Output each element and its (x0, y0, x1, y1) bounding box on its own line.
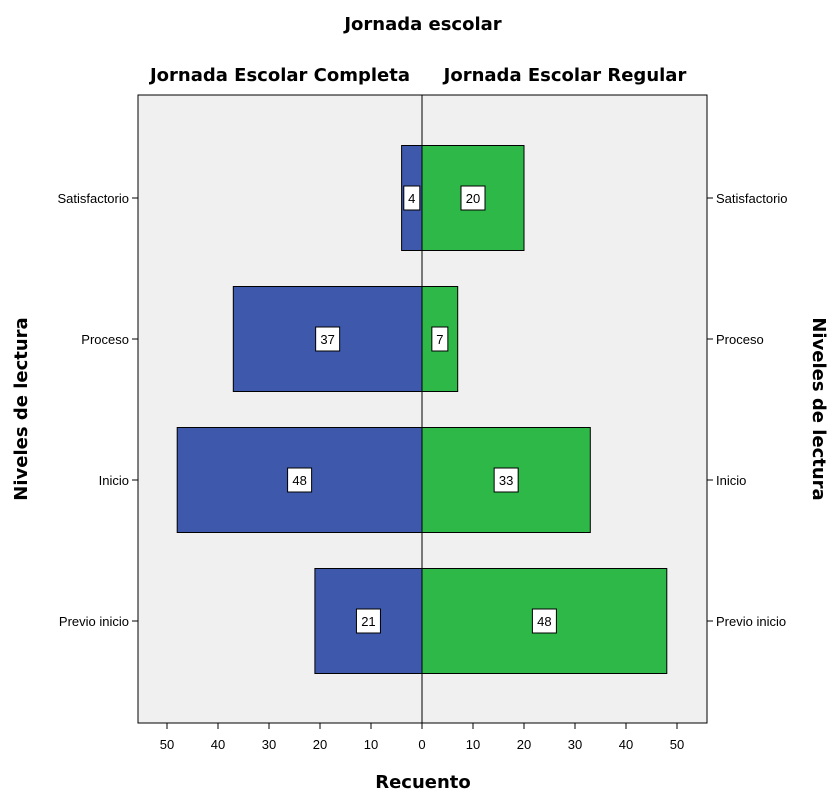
data-label-box (315, 326, 341, 352)
x-axis-label: Recuento (375, 772, 471, 793)
data-label-box (531, 608, 557, 634)
data-label-box (493, 467, 519, 493)
category-labels-right: Satisfactorio Proceso Inicio Previo inicio (707, 191, 788, 629)
data-label-box (355, 608, 381, 634)
y-axis-label-left: Niveles de lectura (11, 317, 32, 500)
chart-title: Jornada escolar (342, 14, 501, 35)
data-label: 21 (361, 614, 375, 629)
x-tick-label: 40 (619, 737, 633, 752)
x-tick-label: 30 (568, 737, 582, 752)
category-labels-left: Satisfactorio Proceso Inicio Previo inicio (57, 191, 138, 629)
data-label: 33 (499, 473, 513, 488)
x-tick-label: 0 (418, 737, 425, 752)
data-label-box (403, 185, 421, 211)
data-label-box (287, 467, 313, 493)
x-tick-label: 50 (670, 737, 684, 752)
data-label: 7 (436, 332, 443, 347)
y-category-label-right: Previo inicio (716, 614, 786, 629)
data-label: 4 (408, 191, 415, 206)
bars-group: 4 20 37 7 48 33 21 48 (176, 145, 668, 674)
y-category-label-left: Previo inicio (59, 614, 129, 629)
x-axis-ticks: 50 40 30 20 10 0 10 20 30 40 50 (160, 723, 684, 752)
series-label-right: Jornada Escolar Regular (442, 65, 687, 86)
x-tick-label: 20 (517, 737, 531, 752)
y-category-label-right: Satisfactorio (716, 191, 788, 206)
y-category-label-right: Proceso (716, 332, 764, 347)
y-category-label-left: Satisfactorio (57, 191, 129, 206)
y-category-label-left: Inicio (99, 473, 129, 488)
y-axis-label-right: Niveles de lectura (808, 317, 829, 500)
data-label-box (460, 185, 486, 211)
x-tick-label: 20 (313, 737, 327, 752)
x-tick-label: 40 (211, 737, 225, 752)
data-label: 20 (466, 191, 480, 206)
x-tick-label: 10 (466, 737, 480, 752)
series-label-left: Jornada Escolar Completa (148, 65, 410, 86)
data-label: 48 (537, 614, 551, 629)
x-tick-label: 30 (262, 737, 276, 752)
y-category-label-right: Inicio (716, 473, 746, 488)
x-tick-label: 10 (364, 737, 378, 752)
data-label: 37 (320, 332, 334, 347)
data-label: 48 (292, 473, 306, 488)
y-category-label-left: Proceso (81, 332, 129, 347)
data-label-box (431, 326, 449, 352)
x-tick-label: 50 (160, 737, 174, 752)
